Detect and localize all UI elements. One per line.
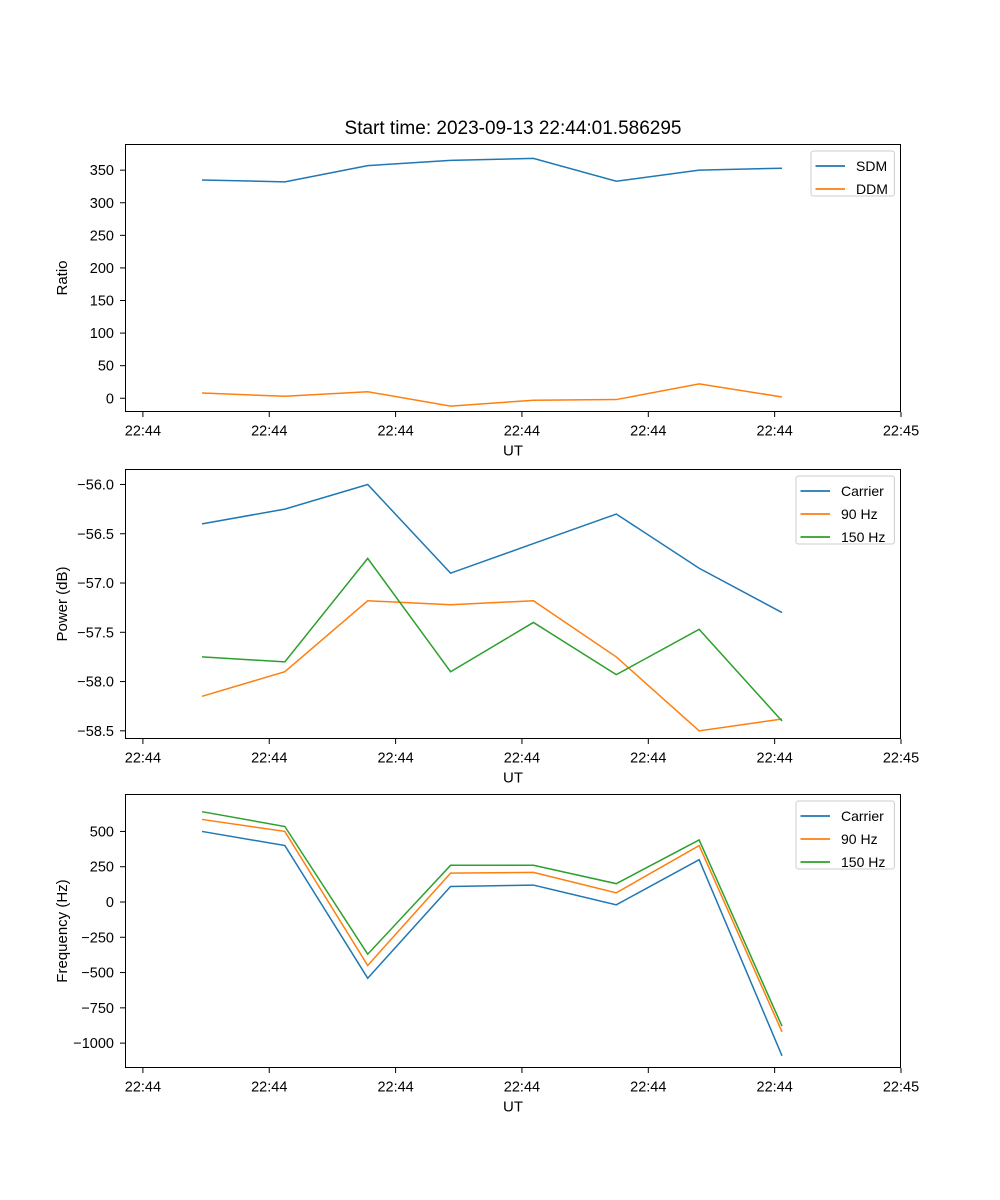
svg-text:−57.5: −57.5 [77,625,114,641]
svg-text:22:44: 22:44 [504,424,540,440]
svg-text:−1000: −1000 [73,1036,114,1052]
svg-text:−750: −750 [81,1001,114,1017]
svg-text:0: 0 [106,895,114,911]
svg-text:22:44: 22:44 [630,1080,666,1096]
svg-text:300: 300 [90,196,114,212]
svg-text:250: 250 [90,860,114,876]
svg-text:90 Hz: 90 Hz [841,506,878,522]
svg-text:100: 100 [90,326,114,342]
svg-text:22:44: 22:44 [125,751,161,767]
svg-text:−56.0: −56.0 [77,477,114,493]
svg-text:−250: −250 [81,930,114,946]
svg-text:500: 500 [90,824,114,840]
svg-text:22:44: 22:44 [757,1080,793,1096]
svg-text:SDM: SDM [856,158,887,174]
svg-text:Carrier: Carrier [841,483,884,499]
svg-text:22:44: 22:44 [125,1080,161,1096]
svg-text:−58.0: −58.0 [77,675,114,691]
svg-text:150 Hz: 150 Hz [841,854,885,870]
svg-text:150 Hz: 150 Hz [841,529,885,545]
svg-text:UT: UT [503,770,523,787]
svg-text:150: 150 [90,294,114,310]
svg-text:22:44: 22:44 [630,751,666,767]
svg-text:22:44: 22:44 [504,1080,540,1096]
svg-text:22:45: 22:45 [883,1080,919,1096]
svg-text:−500: −500 [81,966,114,982]
svg-text:Start time: 2023-09-13 22:44:0: Start time: 2023-09-13 22:44:01.586295 [345,118,682,139]
svg-text:22:44: 22:44 [377,1080,413,1096]
svg-text:UT: UT [503,1099,523,1116]
svg-text:22:44: 22:44 [125,424,161,440]
svg-text:Ratio: Ratio [54,260,71,295]
svg-text:22:44: 22:44 [757,751,793,767]
svg-text:22:45: 22:45 [883,424,919,440]
svg-text:Power (dB): Power (dB) [54,566,71,641]
svg-text:22:45: 22:45 [883,751,919,767]
svg-text:50: 50 [98,359,114,375]
svg-text:90 Hz: 90 Hz [841,831,878,847]
svg-text:22:44: 22:44 [757,424,793,440]
svg-text:−56.5: −56.5 [77,527,114,543]
svg-text:−58.5: −58.5 [77,724,114,740]
svg-text:22:44: 22:44 [504,751,540,767]
svg-text:200: 200 [90,261,114,277]
svg-text:−57.0: −57.0 [77,576,114,592]
svg-text:250: 250 [90,228,114,244]
svg-text:350: 350 [90,163,114,179]
svg-text:22:44: 22:44 [377,751,413,767]
svg-text:Carrier: Carrier [841,808,884,824]
svg-text:0: 0 [106,391,114,407]
svg-text:DDM: DDM [856,181,888,197]
svg-text:22:44: 22:44 [377,424,413,440]
svg-text:22:44: 22:44 [630,424,666,440]
svg-text:22:44: 22:44 [251,424,287,440]
svg-text:22:44: 22:44 [251,751,287,767]
svg-text:UT: UT [503,443,523,460]
svg-text:22:44: 22:44 [251,1080,287,1096]
svg-text:Frequency (Hz): Frequency (Hz) [54,879,71,982]
